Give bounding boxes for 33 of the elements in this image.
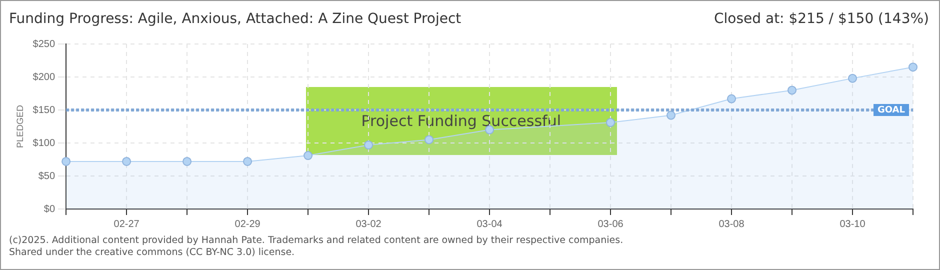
chart-title: Funding Progress: Agile, Anxious, Attached: A Zine Quest Project [9, 11, 462, 27]
point [666, 110, 676, 120]
point [304, 151, 313, 160]
text: Shared under the creative commons (CC BY-NC 3.0) license. [9, 247, 295, 258]
x-tick-label: 02-27 [114, 218, 140, 230]
x-tick-label: 03-10 [840, 218, 866, 230]
point [182, 156, 192, 166]
text: (c)2025. Additional content provided by Hannah Pate. Trademarks and related content are owned by their respective companies. [9, 235, 624, 246]
point [848, 74, 858, 83]
y-tick-label: $200 [32, 72, 56, 83]
x-tick-label: 03-04 [476, 218, 503, 230]
x-tick-label: 02-29 [234, 218, 261, 230]
point [122, 156, 132, 166]
y-tick-label: $100 [32, 138, 56, 149]
success-banner: Project Funding Successful [306, 86, 617, 155]
point [243, 156, 252, 166]
x-tick-label: 03-08 [718, 218, 745, 230]
y-axis-title: PLEDGED [14, 104, 25, 148]
y-tick-label: $0 [44, 204, 56, 215]
y-tick-label: $250 [32, 38, 56, 50]
point [606, 118, 616, 128]
x-tick-label: 03-06 [598, 218, 624, 230]
point [424, 135, 434, 144]
point [62, 156, 71, 166]
chart-subtitle: Closed at: $215 / $150 (143%) [714, 11, 929, 27]
point [364, 140, 374, 150]
y-tick-label: $150 [32, 104, 56, 116]
y-tick-label: $50 [38, 170, 56, 182]
x-tick-label: 03-02 [356, 218, 382, 230]
point [727, 94, 736, 104]
ref-line-label: GOAL [878, 105, 906, 116]
point [908, 62, 918, 72]
point [788, 86, 797, 95]
